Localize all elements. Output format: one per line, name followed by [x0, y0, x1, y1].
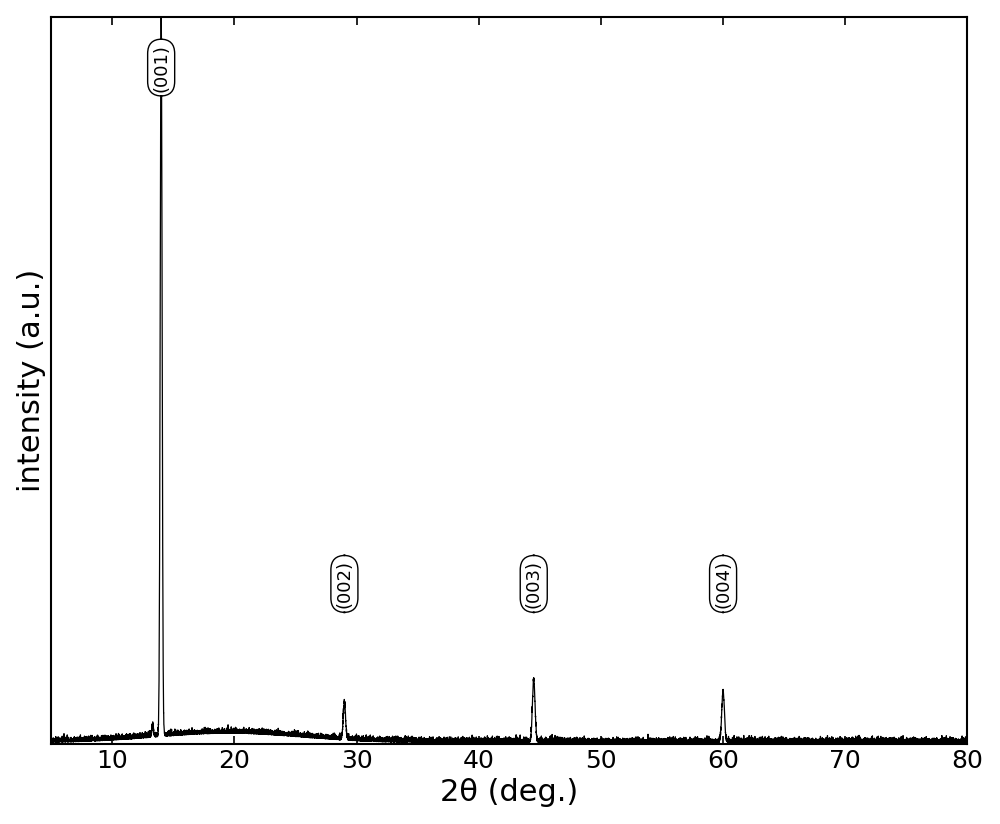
X-axis label: 2θ (deg.): 2θ (deg.) — [440, 779, 578, 808]
Text: (004): (004) — [714, 560, 732, 608]
Text: (001): (001) — [152, 44, 170, 91]
Text: (003): (003) — [525, 560, 543, 608]
Y-axis label: intensity (a.u.): intensity (a.u.) — [17, 269, 46, 492]
Text: (002): (002) — [335, 560, 353, 608]
